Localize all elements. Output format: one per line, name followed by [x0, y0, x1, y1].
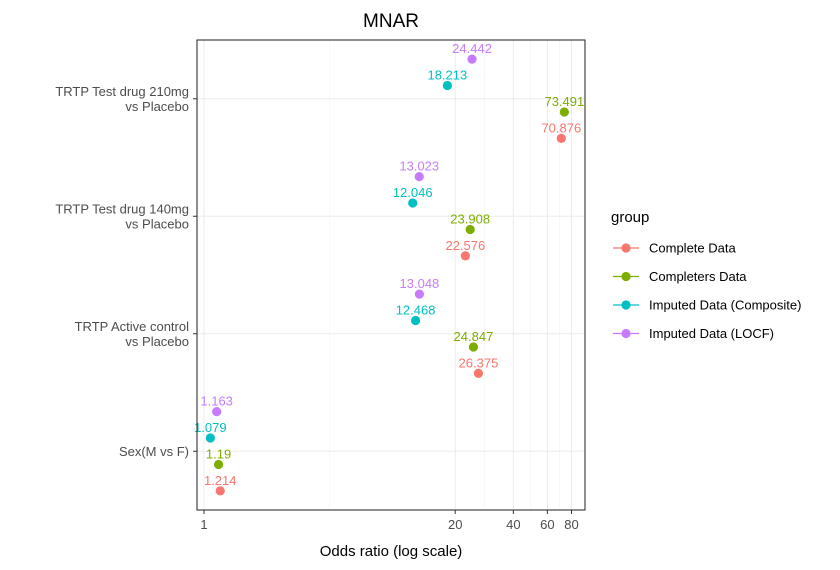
data-labels: 70.876 22.576 26.375 1.214 73.491 23.908 24.84… [194, 41, 584, 488]
chart-title: MNAR [363, 11, 419, 32]
y-tick-label: TRTP Test drug 210mg vs Placebo [55, 84, 189, 114]
data-point [205, 433, 215, 443]
data-point [414, 171, 424, 182]
data-points [205, 54, 569, 496]
legend-title: group [611, 209, 649, 226]
legend-key-point [621, 328, 631, 339]
legend-label: Imputed Data (Composite) [649, 298, 801, 313]
data-point [556, 133, 566, 144]
data-label: 22.576 [445, 238, 485, 253]
legend-key-point [621, 243, 631, 253]
legend-label: Complete Data [649, 241, 736, 256]
data-point [414, 289, 425, 299]
data-label: 13.023 [399, 159, 439, 174]
x-tick-label: 20 [448, 517, 462, 532]
data-label: 23.908 [450, 211, 490, 226]
data-label: 26.375 [459, 355, 499, 370]
legend-key-point [621, 300, 631, 310]
y-tick-label-line: vs Placebo [125, 334, 189, 349]
data-point [468, 342, 479, 352]
y-tick-label-line: vs Placebo [125, 216, 189, 231]
data-label: 1.079 [194, 420, 227, 435]
data-label: 24.847 [454, 329, 494, 344]
x-axis: 1 20 40 60 80 [200, 510, 579, 532]
data-label: 1.163 [200, 394, 233, 409]
data-label: 1.214 [204, 473, 237, 488]
gridlines [197, 40, 585, 510]
data-point [465, 224, 475, 235]
data-point [212, 406, 222, 417]
y-tick-label-line: Sex(M vs F) [119, 444, 189, 459]
data-point [410, 315, 421, 326]
data-label: 73.491 [544, 94, 584, 109]
x-tick-label: 40 [506, 517, 520, 532]
data-point [559, 107, 569, 117]
y-tick-label-line: TRTP Test drug 210mg [55, 84, 189, 99]
y-tick-label: TRTP Test drug 140mg vs Placebo [55, 201, 189, 231]
y-tick-label: TRTP Active control vs Placebo [75, 319, 190, 349]
y-tick-label-line: vs Placebo [125, 99, 189, 114]
legend-label: Imputed Data (LOCF) [649, 326, 774, 341]
data-point [460, 251, 470, 261]
y-tick-label-line: TRTP Active control [75, 319, 190, 334]
x-tick-label: 80 [564, 517, 578, 532]
data-label: 12.468 [396, 303, 436, 318]
legend-label: Completers Data [649, 269, 747, 284]
x-axis-title: Odds ratio (log scale) [320, 543, 463, 560]
y-tick-label-line: TRTP Test drug 140mg [55, 201, 189, 216]
data-point [213, 459, 224, 470]
legend-key-point [621, 271, 631, 282]
x-tick-label: 60 [540, 517, 554, 532]
data-point [473, 368, 484, 379]
x-tick-label: 1 [200, 517, 207, 532]
data-label: 24.442 [452, 41, 492, 56]
data-label: 18.213 [427, 68, 467, 83]
data-point [467, 54, 477, 64]
data-point [408, 198, 418, 208]
data-label: 12.046 [393, 185, 433, 200]
data-point [442, 80, 452, 91]
plot-panel-border [196, 39, 586, 511]
y-tick-label: Sex(M vs F) [119, 444, 189, 459]
data-point [215, 486, 225, 496]
data-label: 1.19 [206, 446, 231, 461]
data-label: 13.048 [400, 276, 440, 291]
data-label: 70.876 [541, 120, 581, 135]
